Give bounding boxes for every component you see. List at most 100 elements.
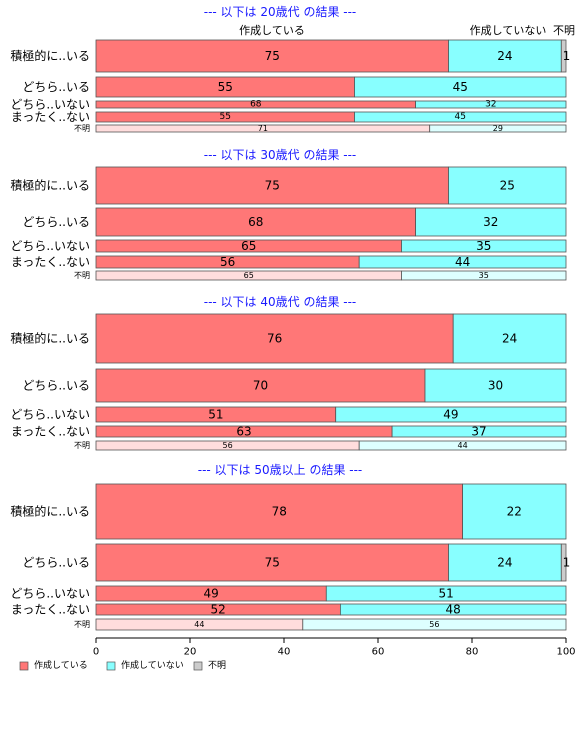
bar-made [95,483,464,540]
legend-item-unknown-swatch [193,661,203,671]
category-label: どちら..いない [10,408,90,422]
category-label: 不明 [74,620,90,629]
data-label: 32 [483,215,498,229]
x-tick-label: 20 [184,647,197,658]
data-label: 75 [265,556,280,570]
data-label: 70 [253,379,268,393]
category-label: 積極的に..いる [10,331,90,346]
data-label: 1 [563,49,571,63]
bar-not-made [354,111,567,123]
bar-made [95,166,449,205]
bar-not-made [415,100,567,109]
data-label: 49 [443,408,458,422]
category-label: 積極的に..いる [10,178,90,193]
bar-unknown [560,543,567,582]
x-tick-label: 60 [372,647,385,658]
bar-not-made [448,543,562,582]
category-label: 不明 [74,271,90,280]
x-tick-label: 0 [93,647,99,658]
data-label: 48 [446,603,461,617]
data-label: 52 [211,603,226,617]
category-label: 不明 [74,124,90,133]
data-label: 56 [220,255,235,269]
category-label: どちら..いる [22,80,90,94]
bar-not-made [452,313,567,364]
bar-not-made [354,76,567,98]
bar-not-made [325,585,567,602]
category-label: 積極的に..いる [10,48,90,63]
data-label: 68 [250,100,262,110]
data-label: 30 [488,379,503,393]
bar-not-made [358,255,567,269]
data-label: 76 [267,332,282,346]
category-label: まったく..ない [11,603,90,617]
data-label: 68 [248,215,263,229]
data-label: 51 [208,408,223,422]
data-label: 37 [471,425,486,439]
bar-made [95,543,449,582]
bar-not-made [424,368,567,403]
bar-not-made [448,166,567,205]
category-label: どちら..いる [22,379,90,393]
x-tick-label: 100 [556,647,575,658]
legend-item-not-made-label: 作成していない [121,659,184,671]
bar-not-made [401,270,567,281]
data-label: 44 [455,255,470,269]
bar-not-made [462,483,567,540]
data-label: 55 [220,112,231,122]
category-label: どちら..いない [10,587,90,601]
legend-item-made-swatch [19,661,29,671]
data-label: 1 [563,556,571,570]
bar-made [95,39,449,73]
data-label: 29 [493,124,503,133]
category-label: どちら..いる [22,215,90,229]
bar-not-made [358,440,567,451]
data-label: 75 [265,49,280,63]
panel-title: --- 以下は 20歳代 の結果 --- [204,5,357,19]
x-tick-label: 40 [278,647,291,658]
x-tick-label: 80 [466,647,479,658]
data-label: 63 [236,425,251,439]
bar-not-made [429,124,567,133]
column-label-unknown: 不明 [553,24,575,37]
legend-item-not-made-swatch [106,661,116,671]
legend-item-unknown-label: 不明 [208,660,226,671]
data-label: 24 [497,556,512,570]
category-label: どちら..いない [10,98,90,112]
bar-not-made [335,406,567,423]
bar-not-made [415,207,567,237]
data-label: 25 [500,179,515,193]
data-label: 71 [258,124,268,133]
category-label: 積極的に..いる [10,504,90,519]
data-label: 49 [204,587,219,601]
data-label: 51 [439,587,454,601]
data-label: 75 [265,179,280,193]
data-label: 22 [507,505,522,519]
data-label: 56 [429,620,439,629]
bar-not-made [401,239,567,253]
category-label: まったく..ない [11,110,90,124]
data-label: 45 [455,112,466,122]
panel-title: --- 以下は 50歳以上 の結果 --- [198,463,363,477]
bar-made [95,368,426,403]
category-label: どちら..いる [22,556,90,570]
category-label: 不明 [74,441,90,450]
bar-not-made [391,425,567,438]
bar-not-made [339,603,567,616]
bar-made [95,313,454,364]
bar-unknown [560,39,567,73]
category-label: まったく..ない [11,255,90,269]
data-label: 24 [497,49,512,63]
data-label: 44 [194,620,204,629]
bar-made [95,207,417,237]
category-label: どちら..いない [10,239,90,253]
data-label: 44 [458,441,468,450]
panel-title: --- 以下は 40歳代 の結果 --- [204,295,357,309]
data-label: 35 [476,239,491,253]
data-label: 45 [453,80,468,94]
data-label: 65 [244,271,254,280]
category-label: まったく..ない [11,425,90,439]
column-label-made: 作成している [239,24,305,37]
legend-item-made-label: 作成している [34,659,88,671]
